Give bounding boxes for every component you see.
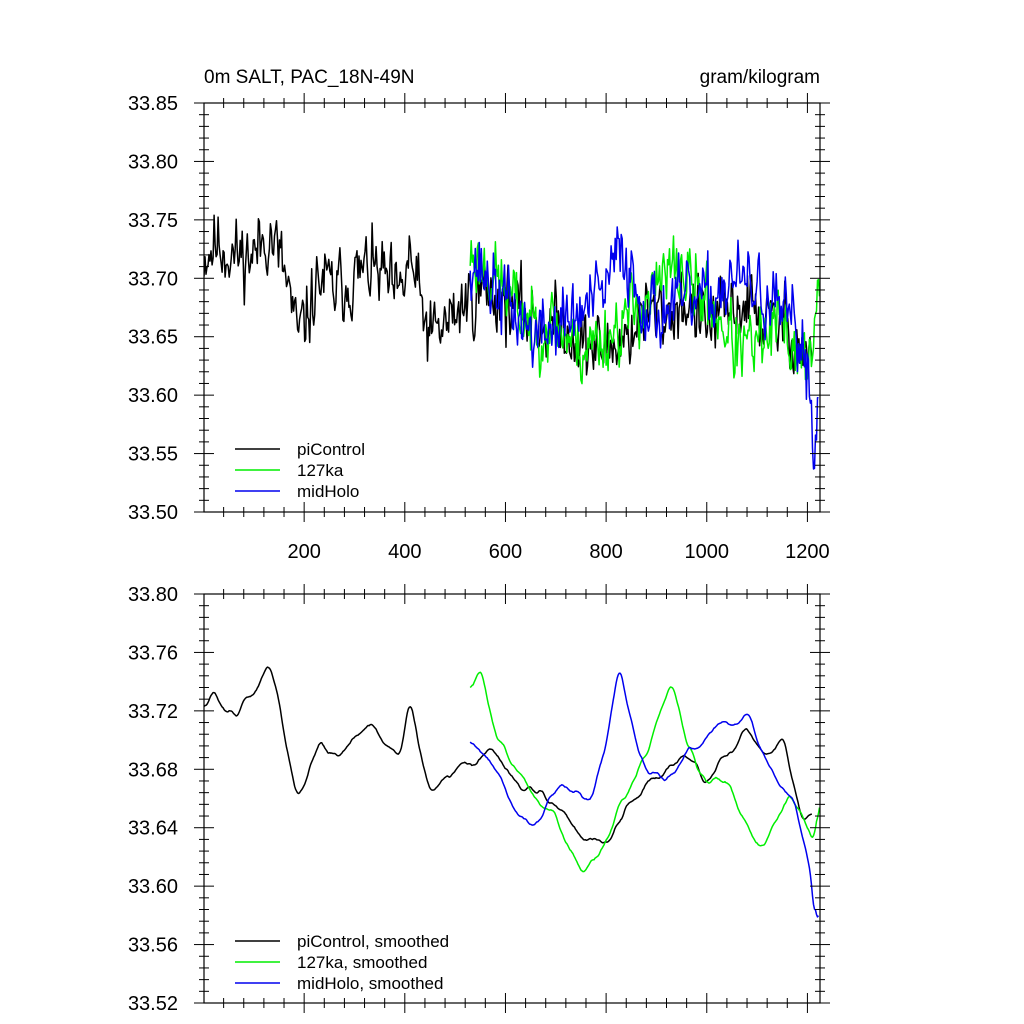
legend-label: 127ka bbox=[297, 461, 344, 480]
y-tick-label: 33.56 bbox=[128, 935, 178, 957]
chart-title: 0m SALT, PAC_18N-49N bbox=[204, 67, 415, 88]
y-tick-label: 33.80 bbox=[128, 584, 178, 606]
series-line-midHolo bbox=[469, 226, 819, 470]
units-label: gram/kilogram bbox=[700, 67, 820, 88]
y-tick-label: 33.76 bbox=[128, 642, 178, 664]
x-tick-label: 600 bbox=[489, 541, 522, 563]
x-tick-label: 800 bbox=[589, 541, 622, 563]
y-tick-label: 33.68 bbox=[128, 759, 178, 781]
y-tick-label: 33.60 bbox=[128, 876, 178, 898]
x-tick-label: 400 bbox=[388, 541, 421, 563]
plot-frame bbox=[203, 593, 821, 1004]
y-tick-label: 33.50 bbox=[128, 502, 178, 524]
bottom-chart-panel: 33.52 33.56 33.60 33.64 33.68 33.72 33.76 33.80… bbox=[128, 584, 830, 1015]
series-line-127ka bbox=[469, 235, 820, 385]
y-tick-label: 33.80 bbox=[128, 151, 178, 173]
y-tick-label: 33.60 bbox=[128, 385, 178, 407]
plot-frame bbox=[203, 102, 821, 513]
y-tick-label: 33.72 bbox=[128, 701, 178, 723]
series-group bbox=[204, 214, 820, 470]
series-line-midHolo bbox=[469, 672, 820, 918]
series-group bbox=[204, 666, 820, 918]
x-tick-label: 1200 bbox=[785, 541, 830, 563]
legend-label: midHolo, smoothed bbox=[297, 974, 443, 993]
series-line-127ka bbox=[469, 671, 820, 873]
y-tick-label: 33.52 bbox=[128, 993, 178, 1015]
legend-label: 127ka, smoothed bbox=[297, 953, 427, 972]
x-tick-label: 1000 bbox=[685, 541, 730, 563]
legend-label: midHolo bbox=[297, 482, 359, 501]
y-tick-label: 33.55 bbox=[128, 444, 178, 466]
series-line-piControl bbox=[204, 666, 812, 844]
y-tick-label: 33.65 bbox=[128, 327, 178, 349]
legend-label: piControl, smoothed bbox=[297, 932, 449, 951]
y-tick-label: 33.85 bbox=[128, 93, 178, 115]
y-tick-label: 33.70 bbox=[128, 268, 178, 290]
top-chart-panel: 33.50 33.55 33.60 33.65 33.70 33.75 33.80 33.85… bbox=[128, 67, 830, 563]
legend-label: piControl bbox=[297, 440, 365, 459]
y-tick-label: 33.64 bbox=[128, 818, 178, 840]
y-tick-label: 33.75 bbox=[128, 210, 178, 232]
x-tick-label: 200 bbox=[287, 541, 320, 563]
